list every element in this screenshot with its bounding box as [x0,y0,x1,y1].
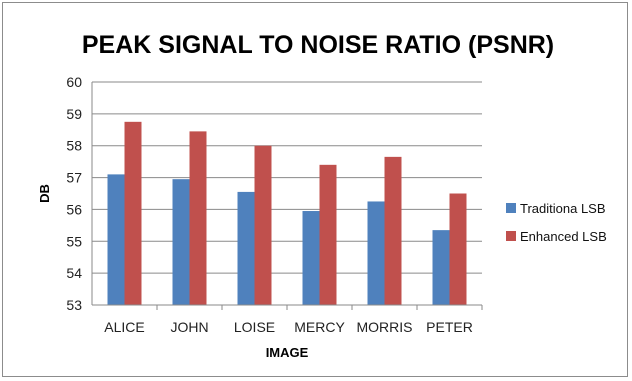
bar-enhanced-loise [254,145,272,305]
legend-swatch [506,231,516,241]
legend: Traditiona LSB Enhanced LSB [506,201,607,244]
bar-traditional-mercy [302,211,320,305]
y-tick-label: 60 [66,74,82,90]
legend-label: Enhanced LSB [520,229,607,244]
bar-traditional-morris [367,201,385,305]
x-tick-label: MERCY [294,319,345,335]
x-tick-label: ALICE [104,319,144,335]
y-tick-label: 57 [66,170,82,186]
y-tick-label: 56 [66,201,82,217]
bar-enhanced-morris [384,156,402,305]
x-tick-label: PETER [426,319,473,335]
legend-label: Traditiona LSB [520,201,606,216]
x-axis-title: IMAGE [266,345,309,360]
bar-enhanced-peter [449,193,467,305]
y-tick-label: 58 [66,138,82,154]
axes: 53 54 55 56 57 58 59 60 ALICE JOHN LOISE MERCY MORRI… [66,74,483,335]
bar-traditional-alice [107,174,125,305]
chart-title: PEAK SIGNAL TO NOISE RATIO (PSNR) [82,31,554,59]
y-axis-title: DB [37,184,52,203]
legend-swatch [506,203,516,213]
bars [107,121,467,305]
bar-enhanced-alice [124,121,142,305]
y-tick-label: 54 [66,265,82,281]
x-tick-label: MORRIS [357,319,413,335]
bar-traditional-peter [432,230,450,305]
chart-frame [2,2,628,377]
x-tick-label: JOHN [170,319,208,335]
y-tick-label: 55 [66,233,82,249]
bar-traditional-john [172,179,190,305]
y-tick-label: 59 [66,106,82,122]
gridlines [92,81,482,274]
x-tick-label: LOISE [234,319,275,335]
bar-traditional-loise [237,191,255,305]
bar-enhanced-mercy [319,164,337,305]
bar-enhanced-john [189,131,207,305]
y-tick-label: 53 [66,297,82,313]
